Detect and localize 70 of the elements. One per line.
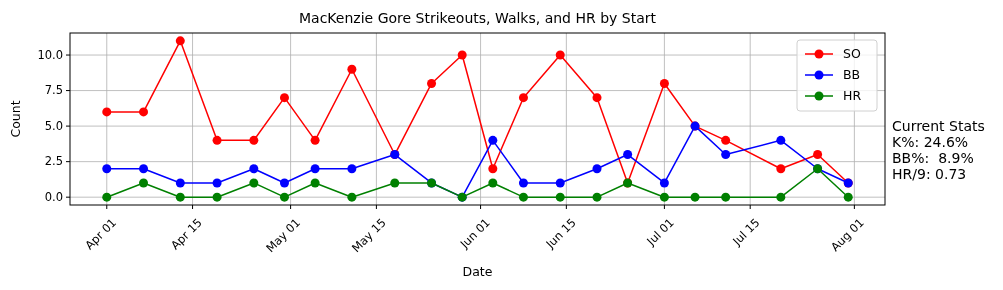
point (659, 192, 669, 202)
point (310, 135, 320, 145)
point (347, 64, 357, 74)
y-tick-label: 7.5 (44, 83, 63, 98)
point (175, 36, 185, 46)
point (249, 178, 259, 188)
point (310, 178, 320, 188)
point (279, 178, 289, 188)
point (555, 178, 565, 188)
point (555, 50, 565, 60)
point (212, 192, 222, 202)
point (175, 178, 185, 188)
point (488, 135, 498, 145)
x-tick-label: Apr 01 (82, 215, 120, 253)
point (212, 178, 222, 188)
point (139, 178, 149, 188)
point (592, 93, 602, 103)
point (813, 150, 823, 160)
point (249, 164, 259, 174)
legend-label: SO (843, 45, 861, 61)
point (592, 164, 602, 174)
legend-label: HR (843, 87, 862, 103)
point (518, 192, 528, 202)
point (488, 164, 498, 174)
y-axis-title: Count (8, 100, 23, 138)
point (659, 178, 669, 188)
point (721, 192, 731, 202)
legend-label: BB (843, 66, 861, 82)
x-tick-label: Jul 01 (643, 215, 677, 249)
y-tick-label: 5.0 (44, 118, 63, 133)
point (139, 107, 149, 117)
point (776, 135, 786, 145)
point (347, 192, 357, 202)
point (390, 178, 400, 188)
point (690, 192, 700, 202)
x-axis-title: Date (462, 264, 493, 279)
point (776, 164, 786, 174)
point (518, 93, 528, 103)
point (518, 178, 528, 188)
point (249, 135, 259, 145)
x-tick-label: Jun 15 (542, 215, 579, 252)
point (102, 192, 112, 202)
point (347, 164, 357, 174)
point (776, 192, 786, 202)
point (659, 78, 669, 88)
point (488, 178, 498, 188)
point (427, 78, 437, 88)
y-tick-label: 2.5 (44, 154, 63, 169)
point (212, 135, 222, 145)
chart-title: MacKenzie Gore Strikeouts, Walks, and HR by Start (299, 10, 657, 26)
point (139, 164, 149, 174)
point (102, 107, 112, 117)
y-tick-label: 0.0 (44, 189, 63, 204)
point (102, 164, 112, 174)
point (623, 150, 633, 160)
y-tick-label: 10.0 (37, 47, 63, 62)
point (721, 150, 731, 160)
text: Current Stats K%: 24.6% BB%: 8.9% HR/9: 0.73 (892, 118, 985, 182)
point (310, 164, 320, 174)
point (279, 93, 289, 103)
x-tick-label: Apr 15 (168, 215, 205, 253)
point (555, 192, 565, 202)
point (457, 50, 467, 60)
point (175, 192, 185, 202)
x-tick-label: Jul 15 (729, 215, 763, 249)
x-tick-label: Jun 01 (456, 215, 493, 252)
point (843, 192, 853, 202)
point (592, 192, 602, 202)
point (721, 135, 731, 145)
point (279, 192, 289, 202)
